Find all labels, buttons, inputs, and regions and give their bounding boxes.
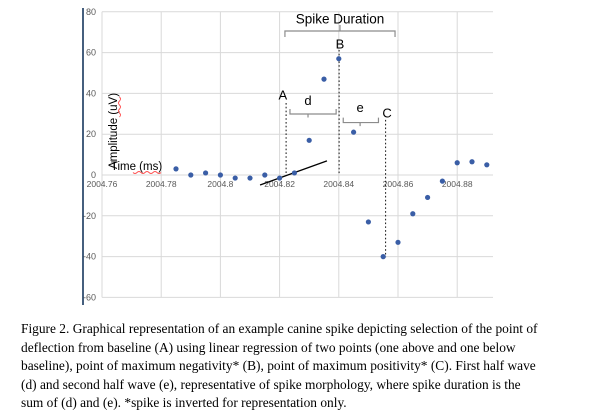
y-tick-label: -40: [83, 252, 96, 262]
x-tick-label: 2004.78: [146, 179, 177, 189]
y-tick-label: 0: [91, 170, 96, 180]
data-point: [232, 175, 238, 181]
annotation-label-spike-duration: Spike Duration: [296, 11, 385, 26]
data-point: [277, 175, 283, 181]
annotation-bracket-spike-duration: [284, 24, 396, 37]
data-point: [380, 254, 386, 260]
y-tick-label: 80: [86, 7, 96, 17]
y-tick-label: 60: [86, 48, 96, 58]
data-point: [321, 76, 327, 82]
data-point: [425, 194, 431, 201]
data-point: [291, 170, 297, 176]
y-axis-title: Amplitude (uV): [108, 93, 120, 169]
annotation-label-d: d: [304, 93, 311, 108]
x-tick-label: 2004.86: [383, 179, 414, 189]
chart-canvas: 80 60 40 20 0 -20 -40 -60 2004.76 2004.78 2004.8 20…: [82, 7, 493, 305]
data-point: [188, 172, 194, 178]
annotation-bracket-d: [289, 109, 337, 118]
data-point: [469, 159, 475, 165]
caption-line: baseline), point of maximum negativity* …: [21, 358, 536, 374]
y-axis-title-group: Amplitude (uV): [108, 93, 121, 169]
figure-caption: Figure 2. Graphical representation of an…: [21, 320, 591, 413]
caption-line: deflection from baseline (A) using linea…: [21, 339, 516, 355]
annotation-label-a: A: [279, 88, 288, 103]
caption-line: (d) and second half wave (e), representa…: [21, 376, 521, 392]
data-point: [351, 129, 357, 135]
annotation-bracket-e: [342, 117, 380, 127]
x-axis-title-squiggle: [132, 171, 162, 174]
annotation-label-c: C: [382, 105, 391, 120]
annotation-label-b: B: [336, 37, 345, 52]
x-axis-title: Time (ms): [111, 161, 162, 173]
data-point: [306, 137, 312, 143]
data-point: [217, 172, 223, 178]
data-point: [173, 166, 179, 172]
x-tick-label: 2004.8: [207, 179, 233, 189]
caption-line: sum of (d) and (e). *spike is inverted f…: [21, 395, 347, 411]
x-tick-label: 2004.84: [323, 179, 354, 189]
y-tick-label: 40: [86, 88, 96, 98]
data-point: [203, 170, 209, 176]
y-tick-label: -60: [83, 292, 96, 302]
data-point: [410, 211, 416, 217]
data-point: [262, 172, 268, 178]
caption-line: Figure 2. Graphical representation of an…: [21, 321, 538, 336]
y-axis-title-squiggle: [118, 96, 121, 118]
data-point: [336, 56, 342, 62]
x-tick-label: 2004.82: [264, 179, 295, 189]
x-tick-label: 2004.88: [442, 179, 473, 189]
x-tick-label: 2004.76: [87, 179, 118, 189]
data-point: [247, 175, 253, 181]
data-point: [439, 178, 445, 184]
y-tick-label: 20: [86, 129, 96, 139]
spike-figure-chart: 80 60 40 20 0 -20 -40 -60 2004.76 2004.78 2004.8 20…: [82, 7, 493, 305]
annotation-label-e: e: [356, 100, 363, 115]
data-point: [454, 160, 460, 166]
data-point: [484, 162, 490, 168]
data-point: [365, 219, 371, 225]
y-tick-label: -20: [83, 211, 96, 221]
data-point: [395, 239, 401, 245]
